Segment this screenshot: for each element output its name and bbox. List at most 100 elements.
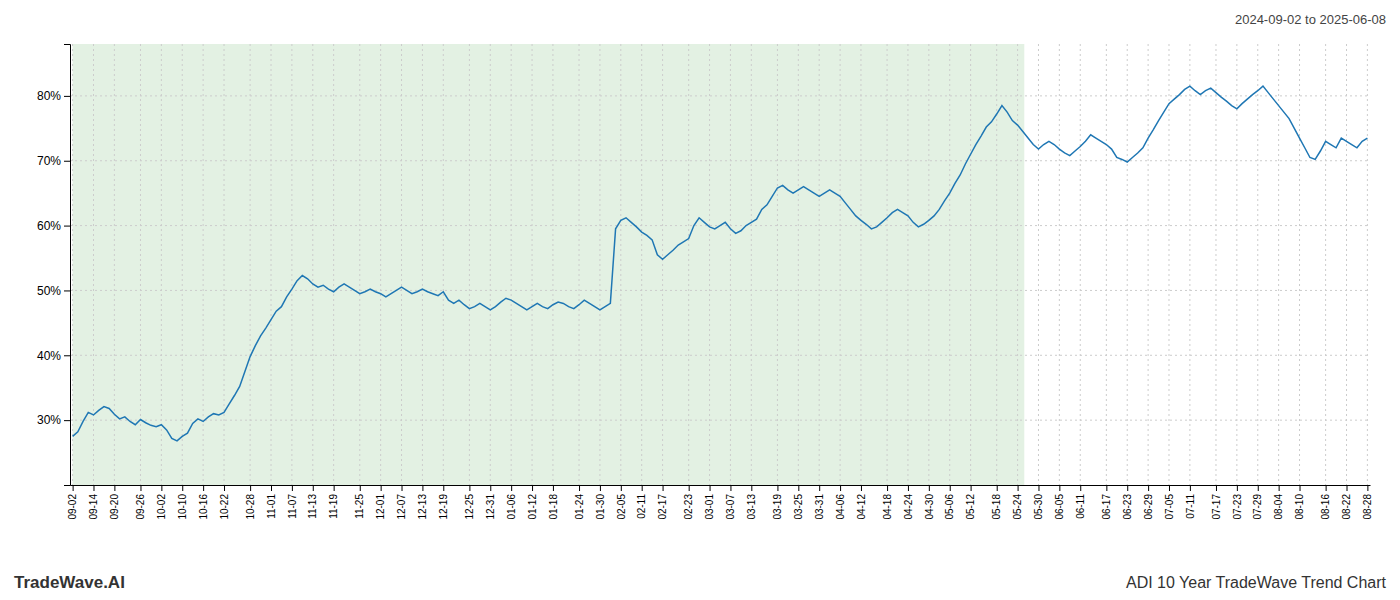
x-tick-mark [971,485,972,491]
x-tick-mark [182,485,183,491]
grid-line-x [93,44,94,485]
x-tick: 04-24 [903,485,914,520]
x-tick: 01-30 [595,485,606,520]
x-tick-mark [271,485,272,491]
x-tick-mark [313,485,314,491]
grid-line-x [490,44,491,485]
x-tick-label: 05-06 [944,494,955,520]
x-tick-label: 01-12 [527,494,538,520]
x-tick-label: 11-19 [328,494,339,519]
grid-line-x [443,44,444,485]
x-tick-label: 07-29 [1252,494,1263,520]
x-tick-mark [689,485,690,491]
y-tick-mark [64,226,70,227]
x-tick: 08-04 [1273,485,1284,520]
x-tick-mark [93,485,94,491]
grid-line-x [662,44,663,485]
x-tick: 07-29 [1252,485,1263,520]
x-tick-label: 12-07 [396,494,407,520]
x-tick-mark [1367,485,1368,491]
x-tick: 08-16 [1320,485,1331,520]
grid-line-x [1168,44,1169,485]
x-tick: 10-28 [245,485,256,520]
grid-line-y [70,290,1370,291]
x-tick-mark [730,485,731,491]
annotation: TradeWave.AI [14,573,125,592]
x-tick-label: 10-16 [198,494,209,520]
grid-line-x [887,44,888,485]
grid-line-x [1299,44,1300,485]
x-tick: 12-07 [396,485,407,520]
grid-line-x [777,44,778,485]
grid-line-x [1017,44,1018,485]
x-tick: 10-02 [156,485,167,520]
x-tick: 07-17 [1211,485,1222,520]
y-tick: 60% [37,219,70,233]
y-tick: 30% [37,413,70,427]
grid-line-x [1148,44,1149,485]
x-tick-mark [777,485,778,491]
grid-line-x [469,44,470,485]
y-tick-label: 80% [37,89,61,103]
x-tick-label: 02-17 [657,494,668,520]
grid-line-x [1106,44,1107,485]
x-tick-mark [798,485,799,491]
x-tick-label: 05-18 [991,494,1002,520]
x-tick-label: 08-28 [1362,494,1373,520]
x-tick-mark [1258,485,1259,491]
x-tick: 11-19 [328,485,339,519]
data-line [73,86,1368,441]
x-tick: 03-19 [772,485,783,520]
x-tick: 06-17 [1101,485,1112,520]
y-axis: 30%40%50%60%70%80% [37,45,71,486]
x-tick-label: 11-25 [354,494,365,519]
x-tick: 12-25 [464,485,475,520]
x-tick-label: 03-31 [814,494,825,520]
x-tick-label: 11-13 [307,494,318,519]
x-tick-label: 01-30 [595,494,606,520]
x-tick-mark [1326,485,1327,491]
x-tick-mark [114,485,115,491]
grid-line-x [730,44,731,485]
x-tick-mark [663,485,664,491]
x-tick-label: 06-29 [1143,494,1154,520]
x-tick-mark [642,485,643,491]
grid-line-x [1038,44,1039,485]
x-tick-mark [1169,485,1170,491]
x-tick: 02-05 [616,485,627,520]
x-tick: 06-11 [1075,485,1086,519]
grid-line-x [401,44,402,485]
x-tick: 08-22 [1341,485,1352,520]
x-tick-mark [950,485,951,491]
x-tick-mark [422,485,423,491]
y-tick-label: 40% [37,349,61,363]
x-tick-mark [840,485,841,491]
x-tick-mark [1216,485,1217,491]
x-tick-mark [751,485,752,491]
grid-line-x [114,44,115,485]
x-tick: 09-14 [88,485,99,520]
x-tick: 09-02 [67,485,78,520]
x-tick-label: 05-30 [1033,494,1044,520]
grid-line-x [552,44,553,485]
x-tick-label: 10-22 [219,494,230,520]
grid-line-x [532,44,533,485]
grid-line-x [312,44,313,485]
x-tick: 02-11 [636,485,647,519]
x-tick-mark [1237,485,1238,491]
x-tick-mark [469,485,470,491]
x-tick-label: 09-14 [88,494,99,520]
grid-line-x [599,44,600,485]
x-tick-label: 05-12 [965,494,976,520]
x-tick: 07-05 [1164,485,1175,520]
grid-line-x [798,44,799,485]
x-tick-mark [161,485,162,491]
x-tick-label: 06-11 [1075,494,1086,519]
x-tick-label: 02-23 [683,494,694,520]
x-tick-label: 11-01 [266,494,277,519]
x-tick-mark [621,485,622,491]
x-tick-mark [360,485,361,491]
grid-line-x [72,44,73,485]
x-tick: 01-18 [548,485,559,520]
grid-line-x [333,44,334,485]
